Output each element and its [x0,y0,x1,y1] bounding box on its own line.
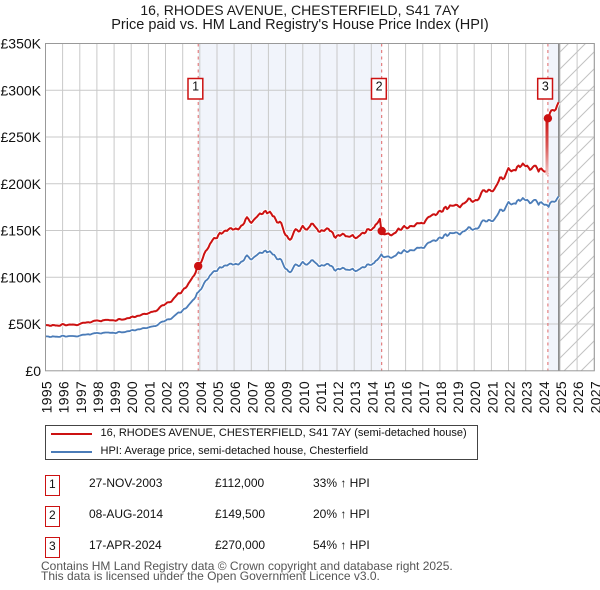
svg-text:2004: 2004 [193,381,209,413]
svg-text:2015: 2015 [382,381,398,413]
svg-text:£150K: £150K [1,223,42,239]
svg-text:£50K: £50K [8,316,41,332]
svg-text:£300K: £300K [1,82,42,98]
svg-text:1995: 1995 [39,381,55,413]
svg-text:2001: 2001 [141,381,157,413]
svg-text:£250K: £250K [1,129,42,145]
svg-text:1996: 1996 [56,381,72,413]
svg-text:2000: 2000 [124,381,140,413]
svg-text:2020: 2020 [467,381,483,413]
svg-text:£0: £0 [25,363,41,379]
svg-text:2024: 2024 [536,381,552,413]
svg-text:2013: 2013 [347,381,363,413]
svg-text:2018: 2018 [433,381,449,413]
svg-text:£350K: £350K [1,36,42,52]
svg-text:2025: 2025 [553,381,569,413]
svg-text:2008: 2008 [261,381,277,413]
svg-text:2009: 2009 [279,381,295,413]
svg-text:2012: 2012 [330,381,346,413]
svg-text:1997: 1997 [73,381,89,413]
svg-text:2017: 2017 [416,381,432,413]
svg-text:1998: 1998 [90,381,106,413]
svg-text:2005: 2005 [210,381,226,413]
svg-text:2016: 2016 [399,381,415,413]
svg-text:2007: 2007 [244,381,260,413]
svg-text:£200K: £200K [1,176,42,192]
svg-text:2026: 2026 [570,381,586,413]
svg-text:3: 3 [542,80,549,94]
svg-text:£100K: £100K [1,269,42,285]
svg-text:2027: 2027 [587,381,600,413]
svg-text:2011: 2011 [313,381,329,412]
svg-text:2021: 2021 [484,381,500,413]
svg-text:2006: 2006 [227,381,243,413]
svg-text:1999: 1999 [107,381,123,413]
svg-text:2010: 2010 [296,381,312,413]
svg-text:2014: 2014 [364,381,380,413]
svg-text:2003: 2003 [176,381,192,413]
svg-text:1: 1 [192,80,199,94]
svg-text:2: 2 [376,80,383,94]
svg-text:2019: 2019 [450,381,466,413]
svg-text:2002: 2002 [159,381,175,413]
svg-text:2022: 2022 [502,381,518,413]
svg-text:2023: 2023 [519,381,535,413]
